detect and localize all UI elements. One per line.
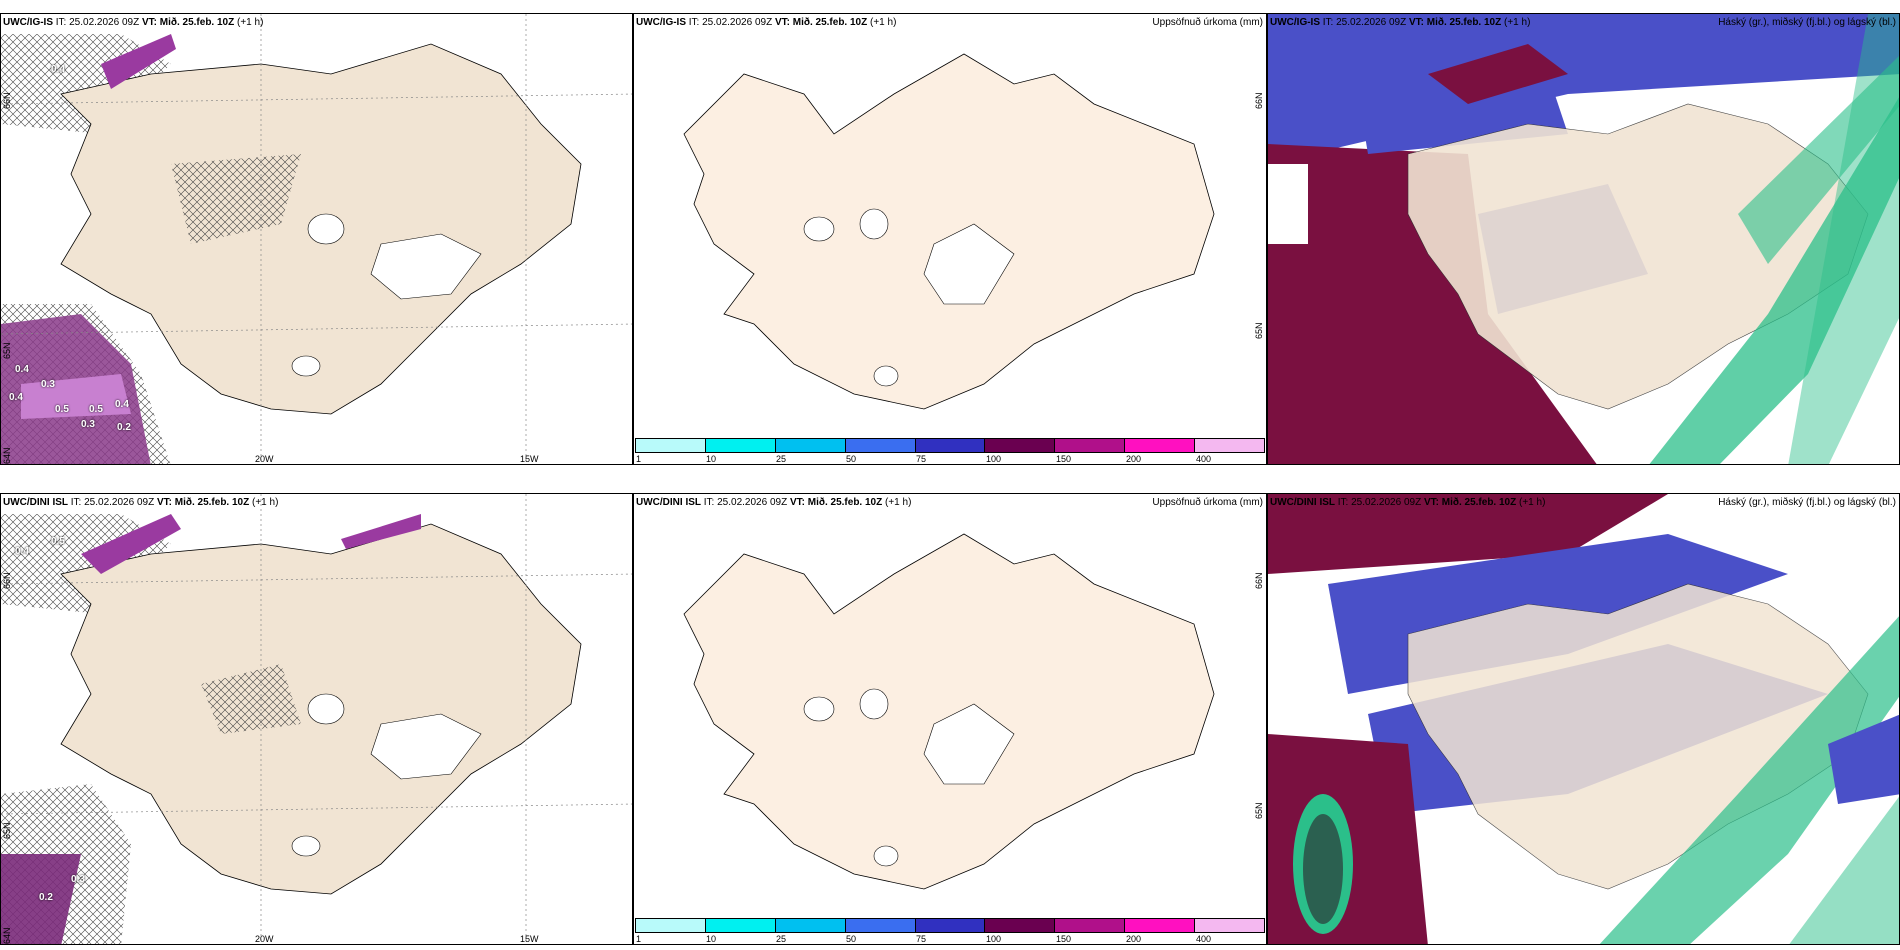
colorbar-tick: 100 — [986, 454, 1002, 464]
cloud-map — [1268, 494, 1899, 944]
precip-map — [634, 14, 1266, 464]
value-label: 0.2 — [39, 892, 53, 903]
wind-panel-top: UWC/IG-IS IT: 25.02.2026 09Z VT: Mið. 25… — [0, 13, 633, 465]
colorbar-tick: 1 — [636, 454, 642, 464]
colorbar-tick: 150 — [1056, 454, 1072, 464]
wind-map — [1, 14, 632, 464]
precip-colorbar — [635, 438, 1265, 453]
value-label: 0.4 — [15, 546, 29, 557]
colorbar-tick: 200 — [1126, 934, 1142, 944]
lat-label: 66N — [1254, 572, 1264, 589]
colorbar-tick: 100 — [986, 934, 1002, 944]
colorbar-tick: 50 — [846, 934, 857, 944]
lat-label: 64N — [2, 447, 12, 464]
colorbar-tick: 75 — [916, 454, 927, 464]
value-label: 0.5 — [55, 404, 69, 415]
colorbar-swatch — [1125, 439, 1196, 452]
value-label: 0.3 — [41, 379, 55, 390]
colorbar-tick: 25 — [776, 934, 787, 944]
value-label: 0.3 — [81, 419, 95, 430]
colorbar-tick: 50 — [846, 454, 857, 464]
value-label: 0.4 — [9, 392, 23, 403]
colorbar-swatch — [1055, 919, 1126, 932]
colorbar-tick: 1 — [636, 934, 642, 944]
lat-label: 65N — [1254, 322, 1264, 339]
colorbar-swatch — [985, 439, 1056, 452]
precip-map — [634, 494, 1266, 944]
cloud-map — [1268, 14, 1899, 464]
colorbar-tick: 25 — [776, 454, 787, 464]
colorbar-tick: 10 — [706, 934, 717, 944]
lat-label: 65N — [2, 342, 12, 359]
lat-label: 65N — [2, 822, 12, 839]
panel-title: UWC/DINI ISL IT: 25.02.2026 09Z VT: Mið.… — [636, 497, 912, 508]
value-label: 0.5 — [89, 404, 103, 415]
value-label: 0.4 — [51, 64, 65, 75]
colorbar-tick: 200 — [1126, 454, 1142, 464]
iceland-outline — [683, 533, 1215, 890]
lon-label: 20W — [255, 934, 274, 944]
iceland-outline — [683, 53, 1215, 410]
wind-map — [1, 494, 632, 944]
precip-panel-bottom: UWC/DINI ISL IT: 25.02.2026 09Z VT: Mið.… — [633, 493, 1267, 945]
panel-right-title: Uppsöfnuð úrkoma (mm) — [1152, 17, 1263, 28]
colorbar-tick: 400 — [1196, 454, 1212, 464]
precip-panel-top: UWC/IG-IS IT: 25.02.2026 09Z VT: Mið. 25… — [633, 13, 1267, 465]
colorbar-swatch — [915, 919, 986, 932]
colorbar-tick: 400 — [1196, 934, 1212, 944]
value-label: 0.3 — [71, 874, 85, 885]
lat-label: 66N — [2, 572, 12, 589]
colorbar-swatch — [775, 439, 846, 452]
lat-label: 66N — [1254, 92, 1264, 109]
colorbar-tick: 75 — [916, 934, 927, 944]
colorbar-swatch — [775, 919, 846, 932]
value-label: 0.2 — [117, 422, 131, 433]
colorbar-swatch — [845, 439, 916, 452]
colorbar-swatch — [705, 919, 776, 932]
colorbar-tick: 150 — [1056, 934, 1072, 944]
colorbar-swatch — [1195, 439, 1265, 452]
colorbar-swatch — [636, 919, 706, 932]
panel-right-title: Háský (gr.), miðský (fj.bl.) og lágský (… — [1718, 497, 1896, 508]
colorbar-swatch — [705, 439, 776, 452]
panel-title: UWC/IG-IS IT: 25.02.2026 09Z VT: Mið. 25… — [1270, 17, 1531, 28]
cloud-panel-bottom: UWC/DINI ISL IT: 25.02.2026 09Z VT: Mið.… — [1267, 493, 1900, 945]
panel-right-title: Uppsöfnuð úrkoma (mm) — [1152, 497, 1263, 508]
lat-label: 65N — [1254, 802, 1264, 819]
lon-label: 15W — [520, 454, 539, 464]
value-label: 0.4 — [15, 364, 29, 375]
colorbar-swatch — [1125, 919, 1196, 932]
colorbar-swatch — [915, 439, 986, 452]
colorbar-swatch — [636, 439, 706, 452]
wind-panel-bottom: UWC/DINI ISL IT: 25.02.2026 09Z VT: Mið.… — [0, 493, 633, 945]
iceland-outline — [1407, 103, 1869, 410]
colorbar-tick: 10 — [706, 454, 717, 464]
precip-colorbar — [635, 918, 1265, 933]
value-label: 0.5 — [51, 536, 65, 547]
colorbar-swatch — [985, 919, 1056, 932]
panel-title: UWC/IG-IS IT: 25.02.2026 09Z VT: Mið. 25… — [636, 17, 897, 28]
value-label: 0.4 — [115, 399, 129, 410]
panel-right-title: Háský (gr.), miðský (fj.bl.) og lágský (… — [1718, 17, 1896, 28]
panel-title: UWC/DINI ISL IT: 25.02.2026 09Z VT: Mið.… — [1270, 497, 1546, 508]
lon-label: 15W — [520, 934, 539, 944]
cloud-panel-top: UWC/IG-IS IT: 25.02.2026 09Z VT: Mið. 25… — [1267, 13, 1900, 465]
lat-label: 66N — [2, 92, 12, 109]
colorbar-swatch — [1195, 919, 1265, 932]
lon-label: 20W — [255, 454, 274, 464]
panel-title: UWC/DINI ISL IT: 25.02.2026 09Z VT: Mið.… — [3, 497, 279, 508]
colorbar-swatch — [845, 919, 916, 932]
lat-label: 64N — [2, 927, 12, 944]
colorbar-swatch — [1055, 439, 1126, 452]
panel-title: UWC/IG-IS IT: 25.02.2026 09Z VT: Mið. 25… — [3, 17, 264, 28]
